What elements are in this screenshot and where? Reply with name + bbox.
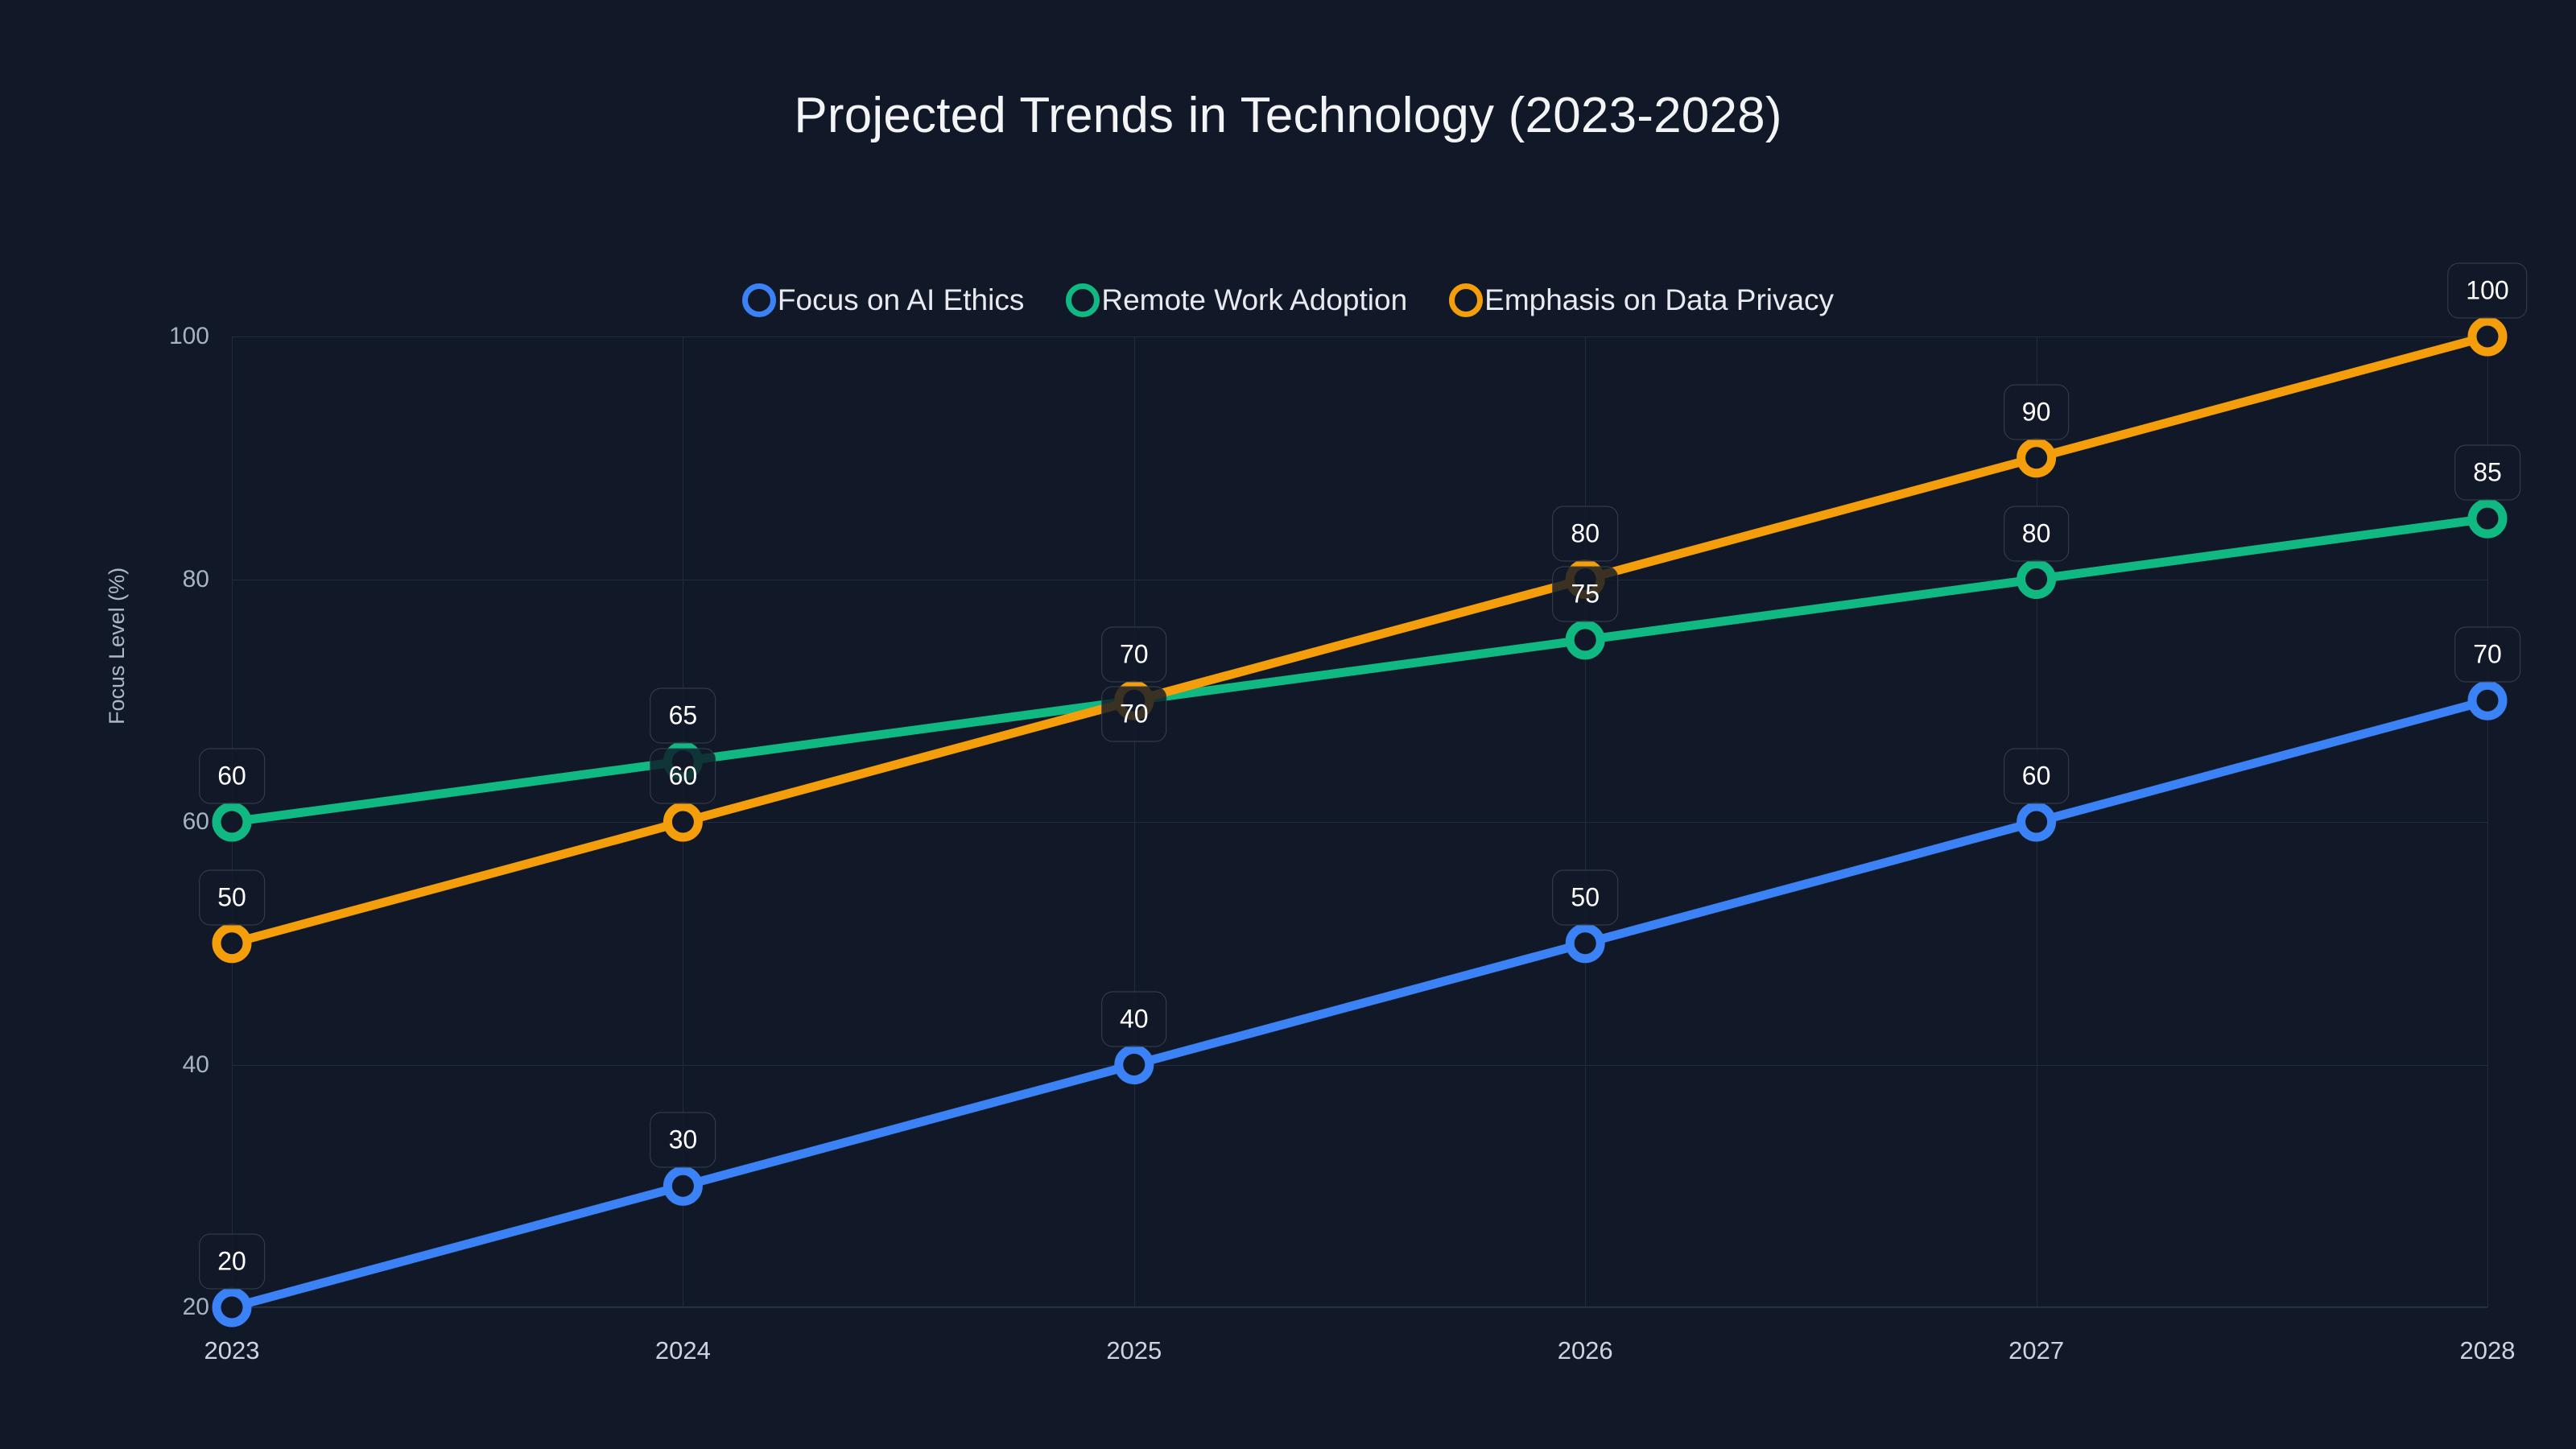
data-point-value-label: 65 (650, 687, 716, 744)
page-title: Projected Trends in Technology (2023-202… (794, 88, 1782, 143)
data-point-marker[interactable] (212, 802, 252, 842)
y-axis-tick-label: 80 (182, 565, 209, 592)
x-axis-tick-label: 2024 (654, 1336, 711, 1364)
legend-item-label: Focus on AI Ethics (777, 283, 1025, 316)
data-point-value-label: 30 (650, 1112, 716, 1168)
data-point-value-label: 50 (1552, 869, 1618, 926)
series-line-1 (227, 514, 2492, 827)
data-point-marker[interactable] (2017, 438, 2057, 478)
circle-outline-icon (1449, 283, 1484, 317)
gridline-vertical (1133, 336, 1135, 1307)
legend-item-label: Remote Work Adoption (1101, 283, 1408, 316)
data-point-value-label: 60 (650, 748, 716, 804)
data-point-value-label: 50 (199, 869, 265, 926)
data-point-marker[interactable] (1565, 923, 1605, 964)
data-point-value-label: 75 (1552, 566, 1618, 622)
legend-item-0[interactable]: Focus on AI Ethics (741, 283, 1025, 317)
data-point-marker[interactable] (1114, 1045, 1154, 1084)
data-point-value-label: 80 (1552, 506, 1618, 561)
data-point-value-label: 100 (2447, 262, 2528, 319)
data-point-marker[interactable] (2017, 559, 2057, 599)
x-axis-tick-label: 2027 (2008, 1336, 2065, 1364)
series-line-0 (227, 696, 2492, 1312)
data-point-marker[interactable] (1565, 620, 1605, 660)
gridline-vertical (1585, 336, 1587, 1307)
data-point-marker[interactable] (663, 1166, 703, 1206)
gridline-horizontal (232, 1307, 2487, 1308)
y-axis-tick-label: 20 (182, 1294, 209, 1320)
data-point-marker[interactable] (2467, 680, 2508, 720)
circle-outline-icon (741, 283, 776, 317)
gridline-horizontal (232, 1064, 2487, 1066)
data-point-value-label: 80 (2003, 506, 2070, 561)
chart-legend: Focus on AI Ethics Remote Work Adoption Em… (0, 283, 2576, 317)
series-line-2 (227, 332, 2492, 948)
data-point-value-label: 70 (2454, 626, 2520, 683)
gridline-horizontal (232, 822, 2487, 823)
gridline-vertical (2487, 336, 2488, 1307)
data-point-marker[interactable] (2467, 498, 2508, 539)
data-point-value-label: 20 (199, 1233, 265, 1290)
x-axis-tick-label: 2026 (1557, 1336, 1613, 1364)
y-axis-tick-label: 100 (168, 323, 209, 349)
plot-area (212, 316, 2508, 1327)
y-axis-tick-label: 60 (182, 808, 209, 835)
legend-item-2[interactable]: Emphasis on Data Privacy (1449, 283, 1834, 317)
data-point-marker[interactable] (663, 802, 703, 842)
data-point-value-label: 85 (2454, 444, 2520, 501)
data-point-marker[interactable] (2017, 802, 2057, 842)
data-point-value-label: 70 (1101, 626, 1167, 683)
legend-item-label: Emphasis on Data Privacy (1484, 283, 1835, 316)
series-layer (212, 316, 2508, 1327)
gridline-horizontal (232, 336, 2487, 337)
data-point-marker[interactable] (212, 1287, 252, 1327)
legend-item-1[interactable]: Remote Work Adoption (1066, 283, 1407, 317)
circle-outline-icon (1066, 283, 1100, 317)
y-axis-tick-label: 40 (182, 1051, 209, 1078)
x-axis-tick-label: 2023 (204, 1336, 260, 1364)
data-point-marker[interactable] (2467, 316, 2508, 357)
x-axis-tick-label: 2025 (1106, 1336, 1162, 1364)
data-point-value-label: 60 (2003, 748, 2070, 804)
data-point-value-label: 60 (199, 748, 265, 804)
x-axis-tick-label: 2028 (2459, 1336, 2516, 1364)
data-point-value-label: 90 (2003, 384, 2070, 440)
data-point-value-label: 70 (1101, 686, 1167, 742)
data-point-marker[interactable] (212, 923, 252, 964)
data-point-value-label: 40 (1101, 991, 1167, 1046)
